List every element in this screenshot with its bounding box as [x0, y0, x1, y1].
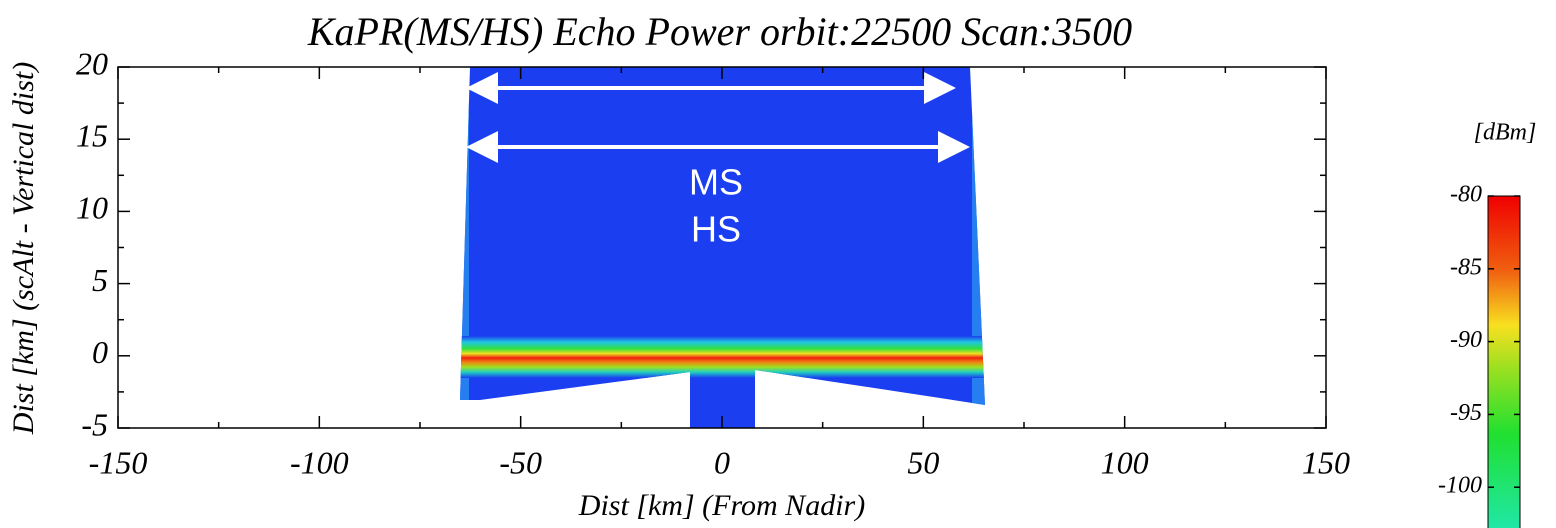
y-axis-label: Dist [km] (scAlt - Vertical dist) [7, 62, 40, 435]
x-tick-label: -50 [499, 444, 542, 480]
colorbar [1487, 195, 1521, 528]
annotation: MS [689, 162, 743, 203]
x-tick-label: 50 [907, 444, 939, 480]
colorbar-tick-label: -95 [1450, 400, 1482, 426]
colorbar-label: [dBm] [1474, 120, 1537, 146]
colorbar-tick-label: -80 [1450, 182, 1482, 208]
chart-title: KaPR(MS/HS) Echo Power orbit:22500 Scan:… [307, 9, 1132, 54]
colorbar-tick-label: -100 [1438, 473, 1482, 499]
colorbar-tick-label: -85 [1450, 254, 1482, 280]
x-tick-label: -150 [89, 444, 148, 480]
x-tick-label: 100 [1101, 444, 1149, 480]
x-tick-label: 150 [1302, 444, 1350, 480]
y-tick-label: 20 [76, 45, 108, 81]
annotation: HS [691, 209, 741, 250]
y-tick-label: -5 [81, 406, 108, 442]
y-tick-label: 5 [92, 262, 108, 298]
swath [460, 67, 985, 428]
y-tick-label: 10 [76, 190, 108, 226]
x-tick-label: 0 [714, 444, 730, 480]
x-tick-label: -100 [290, 444, 349, 480]
y-tick-label: 15 [76, 118, 108, 154]
y-tick-label: 0 [92, 334, 108, 370]
x-axis-label: Dist [km] (From Nadir) [578, 489, 865, 522]
colorbar-tick-label: -90 [1450, 327, 1482, 353]
